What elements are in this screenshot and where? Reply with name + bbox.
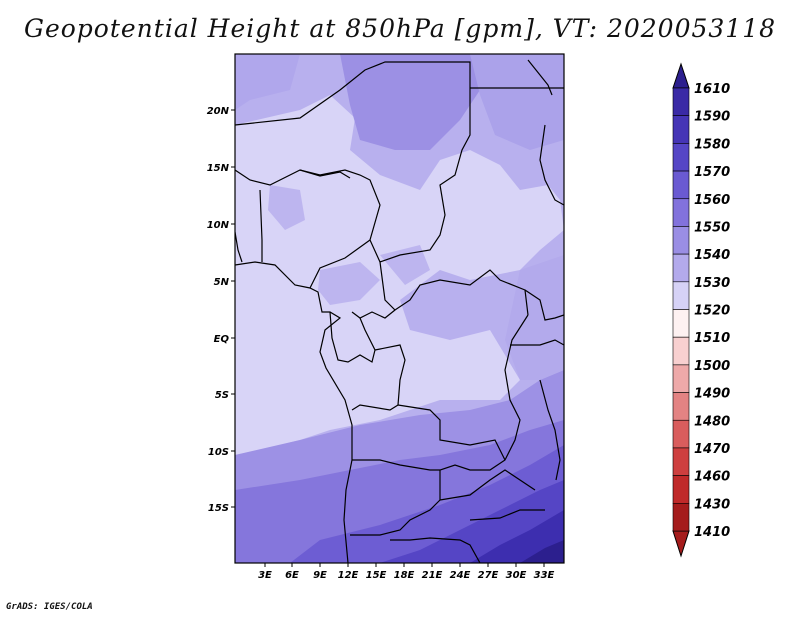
colorbar-swatch [672,336,690,366]
colorbar-label: 1520 [694,304,730,319]
colorbar-swatch [672,143,690,172]
lon-label-18e: 18E [394,570,415,581]
colorbar-label: 1610 [694,82,730,97]
colorbar-swatch [672,364,690,393]
lat-label-10s: 10S [208,447,229,458]
colorbar-swatch [672,309,690,338]
country-borders [235,59,564,563]
lat-label-eq: EQ [214,334,230,345]
colorbar-label: 1470 [694,442,730,457]
colorbar-swatch [672,419,690,449]
colorbar-bottom-arrow [672,530,690,558]
lon-label-3e: 3E [258,570,272,581]
lat-label-20n: 20N [207,106,230,117]
lat-label-10n: 10N [207,220,230,231]
colorbar-label: 1480 [694,414,730,429]
map-frame [234,53,565,564]
lon-label-15e: 15E [366,570,387,581]
colorbar-label: 1410 [694,525,730,540]
colorbar-swatch [672,281,690,310]
colorbar-label: 1460 [694,470,730,485]
colorbar-swatch [672,226,690,255]
colorbar-swatch [672,392,690,421]
lon-label-27e: 27E [478,570,499,581]
lat-axis: 20N 15N 10N 5N EQ 5S 10S 15S [207,106,235,514]
lon-label-33e: 33E [534,570,555,581]
map-fill-layer [235,54,564,563]
colorbar-swatch [672,503,690,532]
lat-label-5n: 5N [214,277,230,288]
colorbar-swatch [672,253,690,283]
colorbar-label: 1590 [694,110,730,125]
lon-label-12e: 12E [338,570,359,581]
colorbar-label: 1510 [694,331,730,346]
grads-credit: GrADS: IGES/COLA [6,602,93,612]
colorbar-swatch [672,447,690,476]
lon-label-21e: 21E [422,570,443,581]
colorbar: 1610 1590 1580 1570 1560 1550 1540 1530 1520 1510… [672,62,730,558]
lon-label-6e: 6E [285,570,299,581]
colorbar-swatch [672,198,690,227]
colorbar-label: 1560 [694,193,730,208]
colorbar-top-arrow [672,62,690,89]
colorbar-swatch [672,87,690,116]
colorbar-swatch [672,170,690,200]
colorbar-label: 1580 [694,137,730,152]
colorbar-label: 1500 [694,359,730,374]
colorbar-label: 1430 [694,497,730,512]
colorbar-label: 1530 [694,276,730,291]
colorbar-label: 1570 [694,165,730,180]
colorbar-label: 1540 [694,248,730,263]
lat-label-5s: 5S [215,390,229,401]
colorbar-swatch [672,475,690,504]
colorbar-label: 1550 [694,220,730,235]
lon-axis: 3E 6E 9E 12E 15E 18E 21E 24E 27E 30E 33E [258,563,555,581]
lon-label-30e: 30E [506,570,527,581]
colorbar-label: 1490 [694,387,730,402]
chart-title: Geopotential Height at 850hPa [gpm], VT:… [23,14,777,43]
colorbar-swatch [672,115,690,144]
lon-label-24e: 24E [450,570,471,581]
lon-label-9e: 9E [313,570,327,581]
lat-label-15n: 15N [207,163,230,174]
lat-label-15s: 15S [208,503,229,514]
